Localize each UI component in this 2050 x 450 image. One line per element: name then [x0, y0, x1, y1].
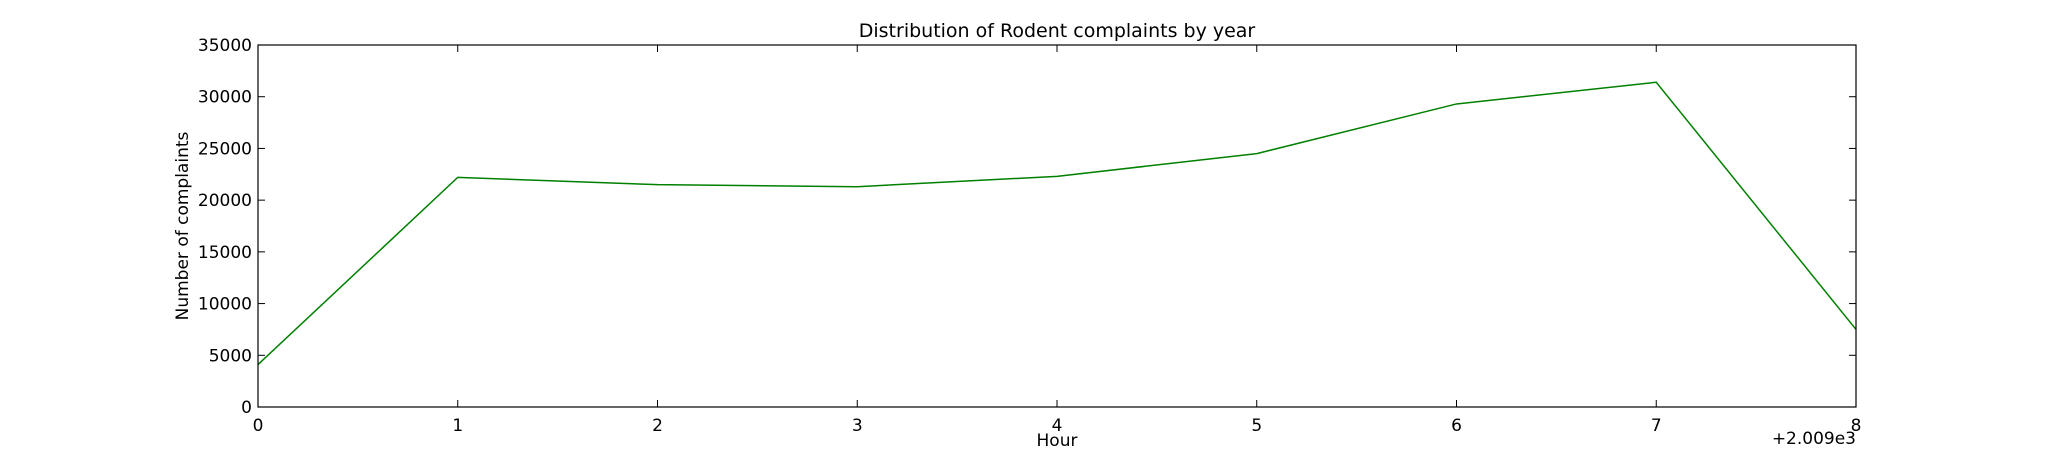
y-tick-label: 25000 [198, 139, 252, 159]
x-tick-label: 8 [1851, 416, 1862, 436]
x-axis-label: Hour [1037, 431, 1078, 450]
y-tick-label: 20000 [198, 191, 252, 211]
x-tick-label: 0 [253, 416, 264, 436]
x-tick-label: 1 [452, 416, 463, 436]
y-tick-label: 0 [241, 398, 252, 418]
plot-frame [257, 44, 1857, 408]
y-tick-label: 5000 [209, 346, 252, 366]
ticks-layer: 0 1 2 3 4 5 6 7 8 0 5000 10000 15000 20000 25000 30000 3… [198, 36, 1862, 436]
y-tick-label: 30000 [198, 88, 252, 108]
series-line [257, 81, 1857, 366]
chart-title: Distribution of Rodent complaints by yea… [859, 20, 1256, 42]
x-tick-label: 5 [1251, 416, 1262, 436]
x-tick-label: 7 [1651, 416, 1662, 436]
x-tick-label: 6 [1451, 416, 1462, 436]
series-layer [257, 81, 1857, 366]
y-axis-label: Number of complaints [173, 131, 193, 320]
x-tick-label: 3 [852, 416, 863, 436]
y-tick-label: 15000 [198, 243, 252, 263]
x-tick-label: 2 [652, 416, 663, 436]
x-tick-label: 4 [1052, 416, 1063, 436]
y-tick-label: 10000 [198, 295, 252, 315]
y-tick-label: 35000 [198, 36, 252, 56]
x-offset-label: +2.009e3 [1772, 429, 1856, 449]
